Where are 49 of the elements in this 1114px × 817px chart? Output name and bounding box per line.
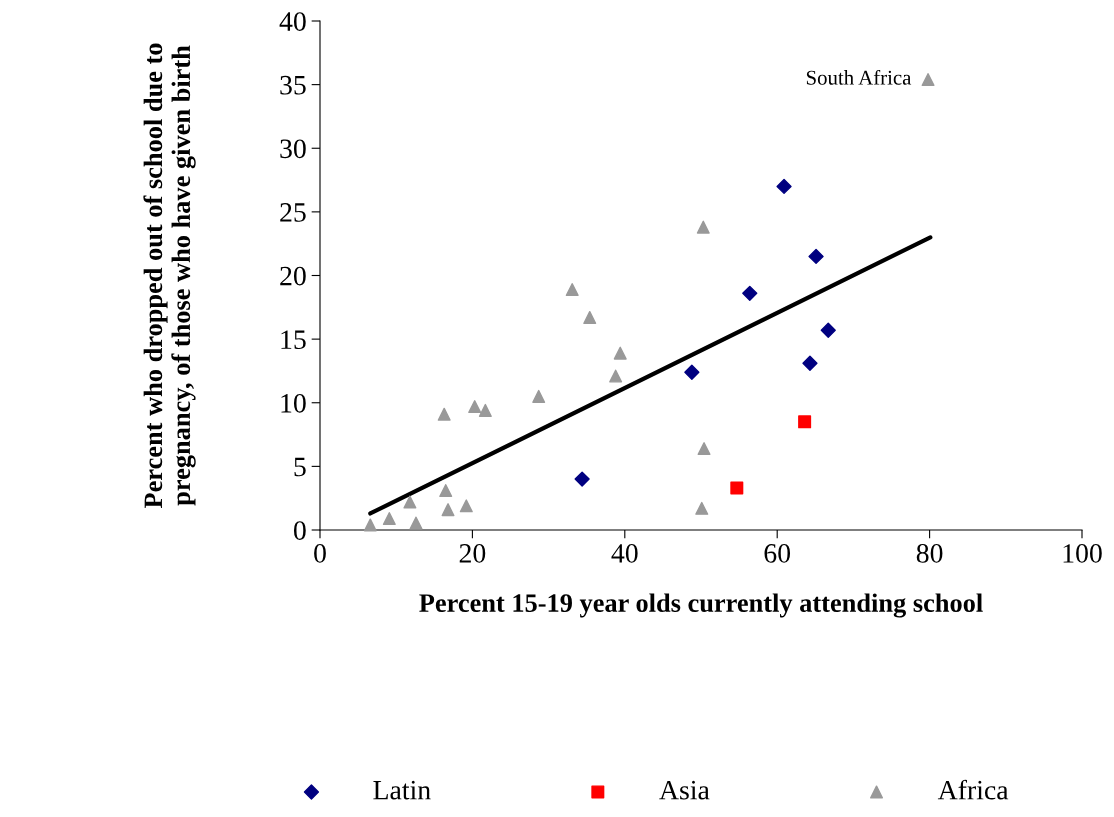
point: [921, 73, 935, 87]
point: [695, 501, 709, 515]
legend-label: Asia: [659, 780, 710, 800]
y-tick-label: 20: [280, 266, 306, 286]
point: [613, 346, 627, 360]
y-tick-label: 5: [294, 457, 306, 477]
x-tick-label: 40: [611, 544, 638, 563]
point: [409, 516, 423, 530]
point: [565, 282, 579, 297]
point: [382, 512, 396, 526]
point: [808, 248, 824, 265]
x-tick-label: 20: [459, 544, 486, 563]
point: [798, 415, 812, 429]
point: [776, 178, 792, 195]
point: [802, 355, 818, 371]
x-tick-label: 0: [314, 544, 326, 563]
point: [697, 442, 711, 456]
point: [574, 471, 590, 487]
x-tick-label: 60: [764, 544, 791, 563]
legend-label: Africa: [937, 779, 1009, 800]
point: [532, 389, 546, 403]
point: [459, 499, 473, 513]
point: [742, 285, 758, 301]
point: [403, 495, 417, 509]
y-tick-label: 30: [280, 139, 306, 159]
y-tick-label: 0: [293, 521, 306, 540]
y-tick-label: 25: [280, 203, 306, 222]
x-tick-label: 80: [916, 544, 943, 563]
point: [437, 407, 451, 421]
point: [684, 364, 700, 380]
legend-label: Latin: [373, 780, 431, 800]
y-tick-label: 40: [279, 12, 306, 31]
point: [478, 403, 492, 417]
point: [730, 481, 744, 495]
x-tick-label: 100: [1063, 544, 1102, 563]
point: [363, 518, 377, 532]
point: [441, 503, 455, 517]
point: [583, 310, 597, 324]
y-tick-label: 35: [280, 75, 306, 95]
annotation: South Africa: [806, 69, 912, 85]
point: [439, 484, 453, 498]
point: [468, 400, 482, 414]
point: [696, 220, 710, 234]
x-axis-title: Percent 15-19 year olds currently attending school: [419, 593, 983, 618]
point: [609, 369, 623, 383]
y-tick-label: 15: [281, 330, 306, 350]
y-axis-title: Percent who dropped out of school due to pregnancy, of those who have given birth: [143, 43, 196, 509]
point: [820, 322, 836, 338]
y-tick-label: 10: [281, 393, 306, 413]
